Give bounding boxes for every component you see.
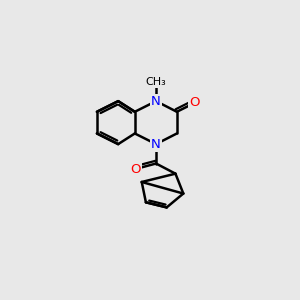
Text: CH₃: CH₃ — [146, 77, 166, 87]
Text: O: O — [130, 163, 140, 176]
Text: N: N — [151, 138, 161, 151]
Text: N: N — [151, 94, 161, 108]
Text: O: O — [189, 97, 200, 110]
